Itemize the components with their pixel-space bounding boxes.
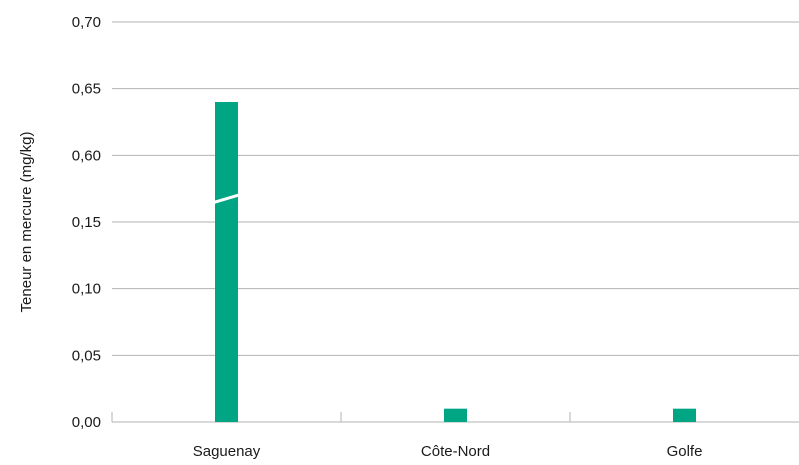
bar-golfe xyxy=(673,408,696,423)
y-tick-label: 0,70 xyxy=(72,14,101,31)
y-tick-label: 0,15 xyxy=(72,214,101,231)
x-category-label: Golfe xyxy=(667,443,703,460)
bar-c-te-nord xyxy=(444,408,467,423)
x-axis-categories: Saguenay Côte-Nord Golfe xyxy=(193,443,703,460)
y-tick-label: 0,60 xyxy=(72,147,101,164)
axis-break-mark xyxy=(212,193,241,205)
bars xyxy=(212,102,696,423)
x-category-label: Côte-Nord xyxy=(421,443,490,460)
y-tick-label: 0,05 xyxy=(72,347,101,364)
y-tick-label: 0,65 xyxy=(72,81,101,98)
bar-saguenay xyxy=(215,102,238,423)
x-category-label: Saguenay xyxy=(193,443,261,460)
y-axis-ticks: 0,00 0,05 0,10 0,15 0,60 0,65 0,70 xyxy=(72,14,101,431)
y-axis-title: Teneur en mercure (mg/kg) xyxy=(18,132,35,313)
y-tick-label: 0,10 xyxy=(72,281,101,298)
y-tick-label: 0,00 xyxy=(72,414,101,431)
